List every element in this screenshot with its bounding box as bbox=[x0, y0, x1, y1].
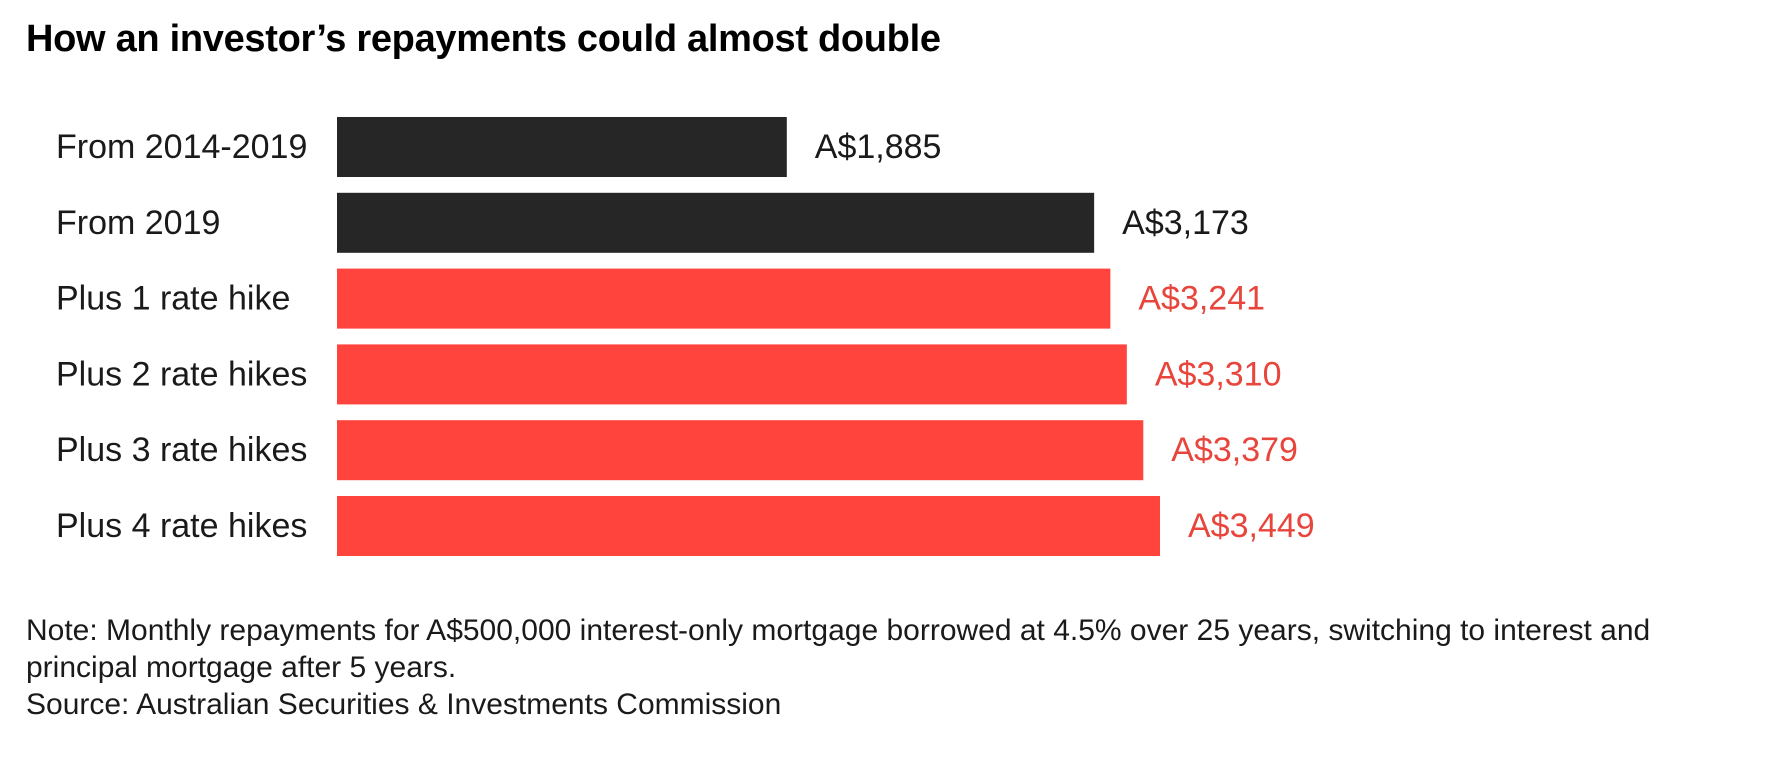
value-label: A$3,241 bbox=[1138, 280, 1265, 318]
bar-chart: From 2014-2019 A$1,885 From 2019 A$3,173 Plu… bbox=[56, 117, 1315, 556]
chart-source: Source: Australian Securities & Investme… bbox=[26, 688, 782, 721]
category-label: Plus 4 rate hikes bbox=[56, 507, 307, 545]
category-label: Plus 2 rate hikes bbox=[56, 355, 307, 393]
bar bbox=[337, 420, 1144, 481]
bar bbox=[337, 117, 787, 177]
category-label: Plus 1 rate hike bbox=[56, 280, 290, 318]
value-label: A$3,173 bbox=[1122, 204, 1249, 242]
chart-title: How an investor’s repayments could almos… bbox=[26, 18, 941, 60]
value-label: A$3,449 bbox=[1188, 507, 1315, 545]
bar bbox=[337, 192, 1095, 253]
value-label: A$1,885 bbox=[815, 128, 942, 166]
category-label: From 2019 bbox=[56, 204, 220, 242]
value-label: A$3,379 bbox=[1171, 431, 1298, 469]
bar bbox=[337, 496, 1160, 556]
bar bbox=[337, 268, 1111, 329]
category-label: Plus 3 rate hikes bbox=[56, 431, 307, 469]
category-label: From 2014-2019 bbox=[56, 128, 307, 166]
chart-footer: Note: Monthly repayments for A$500,000 i… bbox=[26, 612, 1746, 723]
bar bbox=[337, 344, 1127, 405]
chart-note: Note: Monthly repayments for A$500,000 i… bbox=[26, 614, 1651, 684]
value-label: A$3,310 bbox=[1155, 355, 1282, 393]
